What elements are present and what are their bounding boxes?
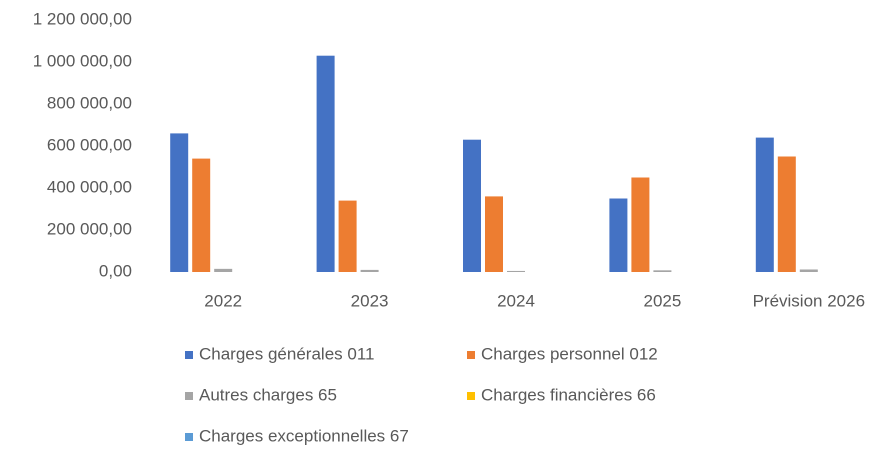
y-tick-label: 600 000,00 [47, 135, 132, 154]
bar [609, 198, 628, 272]
bar [799, 269, 818, 272]
x-tick-label: 2024 [497, 291, 535, 310]
x-tick-label: 2023 [351, 291, 389, 310]
x-tick-label: Prévision 2026 [753, 291, 865, 310]
bar [316, 55, 335, 273]
bar [507, 270, 525, 272]
legend-swatch [467, 351, 475, 359]
legend-label: Autres charges 65 [199, 385, 337, 404]
y-tick-label: 1 200 000,00 [33, 9, 132, 28]
bar [338, 200, 357, 272]
bar [653, 270, 672, 272]
y-tick-label: 200 000,00 [47, 219, 132, 238]
legend-swatch [185, 392, 193, 400]
bar [192, 158, 211, 272]
legend-label: Charges exceptionnelles 67 [199, 426, 409, 445]
bar [485, 196, 503, 272]
bar [170, 133, 189, 272]
bar [214, 268, 233, 272]
legend-swatch [185, 433, 193, 441]
bar [360, 269, 379, 272]
y-tick-label: 0,00 [99, 261, 132, 280]
y-tick-label: 400 000,00 [47, 177, 132, 196]
legend-label: Charges financières 66 [481, 385, 656, 404]
bar [755, 137, 774, 272]
bar [631, 177, 650, 272]
y-tick-label: 800 000,00 [47, 93, 132, 112]
bar [777, 156, 796, 272]
legend-swatch [185, 351, 193, 359]
legend-label: Charges générales 011 [199, 344, 374, 363]
legend-swatch [467, 392, 475, 400]
x-tick-label: 2025 [643, 291, 681, 310]
y-tick-label: 1 000 000,00 [33, 51, 132, 70]
bar [463, 139, 481, 272]
legend-label: Charges personnel 012 [481, 344, 658, 363]
x-tick-label: 2022 [204, 291, 242, 310]
